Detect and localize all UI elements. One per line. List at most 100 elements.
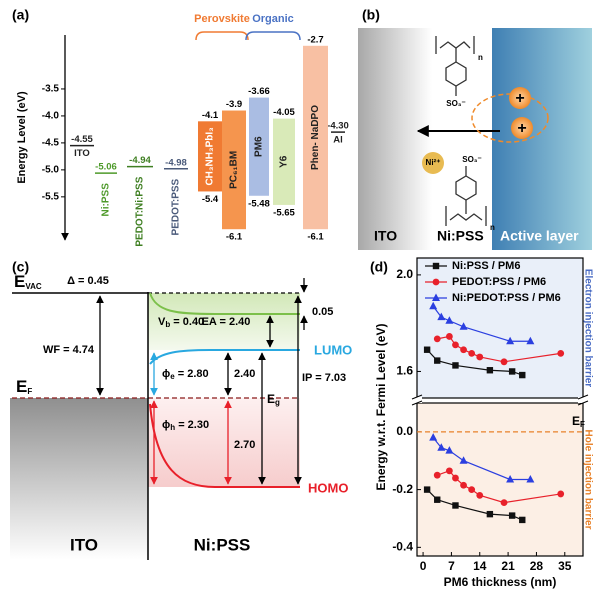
point — [437, 312, 446, 321]
y-tick-label: -0.4 — [392, 540, 413, 554]
axis-break — [577, 400, 589, 406]
level-value: -4.55 — [71, 134, 93, 145]
y-tick-label: -4.0 — [42, 111, 60, 122]
reference-label: EF — [572, 414, 585, 429]
ito-region — [10, 398, 148, 560]
level-value: -5.06 — [95, 162, 117, 173]
panel-background — [416, 257, 584, 399]
point — [508, 512, 516, 519]
point — [432, 293, 440, 301]
point — [429, 301, 438, 310]
point — [434, 496, 441, 503]
homo-label: HOMO — [308, 480, 348, 495]
panel-c: (c) EVAC EF Δ = 0.45 0.05 WF = 4.74 Vb =… — [10, 259, 352, 560]
lumo-value: -4.1 — [202, 110, 219, 121]
legend-label: PEDOT:PSS / PM6 — [452, 276, 546, 288]
charge — [509, 87, 531, 109]
bar-name: Phen- NaDPO — [310, 105, 321, 170]
region-label: ITO — [374, 228, 397, 244]
point — [486, 510, 494, 518]
y-tick-label: -5.5 — [42, 191, 60, 202]
energy-bar — [249, 97, 269, 196]
point — [460, 346, 467, 354]
y-tick-label: -3.5 — [42, 84, 60, 95]
point — [526, 336, 535, 345]
symbol: E — [572, 414, 580, 428]
point — [508, 368, 516, 375]
y-tick-label: 1.6 — [396, 364, 413, 378]
point — [432, 278, 440, 286]
subscript: e — [170, 372, 175, 381]
annotation: Electron injection barrier — [582, 269, 593, 387]
region-label: ITO — [70, 535, 98, 554]
level-name: Al — [333, 135, 343, 146]
group-bracket — [245, 31, 301, 41]
x-tick-label: 0 — [420, 559, 427, 573]
point — [468, 349, 476, 357]
charge-sign: + — [515, 90, 524, 107]
subscript: F — [580, 420, 585, 429]
phi-e-label: ϕe = 2.80 — [162, 368, 209, 381]
point — [486, 367, 494, 374]
symbol: E — [267, 392, 275, 406]
polymer-top — [435, 36, 475, 96]
point — [452, 474, 459, 482]
polymer-bottom — [445, 166, 487, 226]
bar-name: PC₆₁BM — [229, 151, 240, 189]
lumo-value: -4.05 — [273, 107, 295, 118]
energy-bar — [273, 118, 295, 205]
gap-label: 2.40 — [234, 368, 255, 380]
wf-label: WF = 4.74 — [43, 344, 95, 356]
offset-label: 0.05 — [312, 306, 333, 318]
point — [452, 341, 459, 349]
symbol: E — [16, 377, 27, 396]
charge-sign: + — [517, 120, 526, 137]
symbol: ϕ — [162, 368, 170, 380]
point — [445, 333, 453, 340]
y-tick-label: -5.0 — [42, 165, 60, 176]
lumo-value: -3.66 — [248, 86, 270, 97]
lumo-label: LUMO — [314, 342, 352, 357]
gap-label: 2.70 — [234, 439, 255, 451]
delta-label: Δ = 0.45 — [67, 275, 109, 287]
y-tick-label: 2.0 — [396, 267, 413, 281]
lumo-value: -3.9 — [226, 99, 242, 110]
repeat-unit: n — [490, 223, 495, 232]
level-name: Ni:PSS — [101, 183, 112, 217]
evac-label: EVAC — [14, 272, 42, 291]
x-tick-label: 14 — [473, 559, 487, 573]
point — [460, 481, 467, 489]
x-tick-label: 35 — [558, 559, 572, 573]
point — [557, 349, 565, 357]
subscript: h — [170, 423, 175, 432]
level-value: -4.94 — [129, 155, 151, 166]
point — [506, 475, 515, 483]
axis-break — [412, 397, 422, 403]
point — [437, 443, 446, 451]
level-value: -4.30 — [327, 121, 349, 132]
annotation: Hole injection barrier — [582, 429, 593, 529]
homo-value: -6.1 — [307, 232, 324, 243]
axis-break — [577, 394, 589, 400]
y-tick-label: -4.5 — [42, 138, 60, 149]
charge — [511, 117, 533, 139]
point — [459, 322, 468, 330]
value: = 0.40 — [170, 316, 204, 328]
repeat-unit: n — [478, 53, 483, 62]
sulfonate-group: SO₃⁻ — [446, 99, 465, 108]
point — [433, 471, 441, 479]
lumo-value: -2.7 — [307, 34, 323, 45]
level-name: ITO — [74, 148, 90, 159]
x-tick-label: 21 — [501, 559, 515, 573]
axis-break — [411, 400, 423, 406]
group-label: Organic — [252, 13, 294, 25]
energy-bar — [198, 121, 222, 192]
level-value: -4.98 — [165, 157, 187, 168]
value: = 2.30 — [175, 419, 209, 431]
region-label: Ni:PSS — [194, 535, 251, 554]
ion — [422, 152, 444, 174]
ion-label: Ni²⁺ — [426, 158, 441, 167]
bar-name: PM6 — [254, 136, 265, 157]
point — [519, 371, 526, 379]
x-tick-label: 28 — [530, 559, 544, 573]
